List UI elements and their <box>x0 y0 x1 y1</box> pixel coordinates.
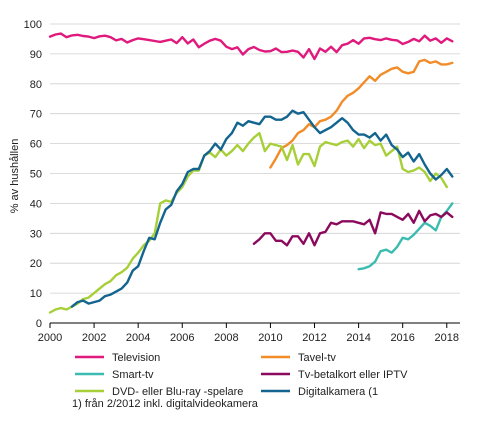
y-axis-title: % av hushållen <box>9 139 21 214</box>
y-tick-label: 20 <box>30 258 42 270</box>
legend: Television Tavel-tv Smart-tv Tv-betalkort e… <box>75 352 408 398</box>
y-tick-label: 60 <box>30 139 42 151</box>
y-tick-label: 90 <box>30 49 42 61</box>
legend-label: DVD- eller Blu-ray -spelare <box>112 386 243 398</box>
x-tick-label: 2012 <box>302 332 326 344</box>
y-tick-label: 50 <box>30 169 42 181</box>
y-tick-label: 100 <box>24 19 42 31</box>
series-line-6 <box>70 109 454 308</box>
x-tick-label: 2018 <box>435 332 459 344</box>
series-line-3 <box>357 202 454 271</box>
series-line-2 <box>269 58 454 169</box>
x-tick-label: 2008 <box>214 332 238 344</box>
footnote: 1) från 2/2012 inkl. digitalvideokamera <box>72 398 259 410</box>
legend-label: Digitalkamera (1 <box>298 386 378 398</box>
x-tick-label: 2006 <box>170 332 194 344</box>
series-line-4 <box>252 209 454 247</box>
series-line-1 <box>48 32 454 61</box>
x-tick-label: 2014 <box>346 332 370 344</box>
x-tick-label: 2016 <box>390 332 414 344</box>
x-tick-label: 2002 <box>82 332 106 344</box>
y-tick-label: 70 <box>30 109 42 121</box>
legend-label: Smart-tv <box>112 369 154 381</box>
y-tick-label: 30 <box>30 228 42 240</box>
series-line-5 <box>48 131 448 314</box>
plot-area <box>48 32 454 314</box>
legend-label: Television <box>112 352 160 364</box>
x-tick-label: 2004 <box>126 332 150 344</box>
y-tick-label: 80 <box>30 79 42 91</box>
y-tick-label: 40 <box>30 198 42 210</box>
y-tick-label: 10 <box>30 288 42 300</box>
y-tick-label: 0 <box>36 318 42 330</box>
legend-label: Tavel-tv <box>298 352 336 364</box>
grid <box>50 23 460 324</box>
axes: 0 10 20 30 40 50 60 70 80 90 100 2000 2002 2004 2006 20… <box>24 19 459 344</box>
x-tick-label: 2010 <box>258 332 282 344</box>
x-tick-label: 2000 <box>38 332 62 344</box>
legend-label: Tv-betalkort eller IPTV <box>298 369 408 381</box>
